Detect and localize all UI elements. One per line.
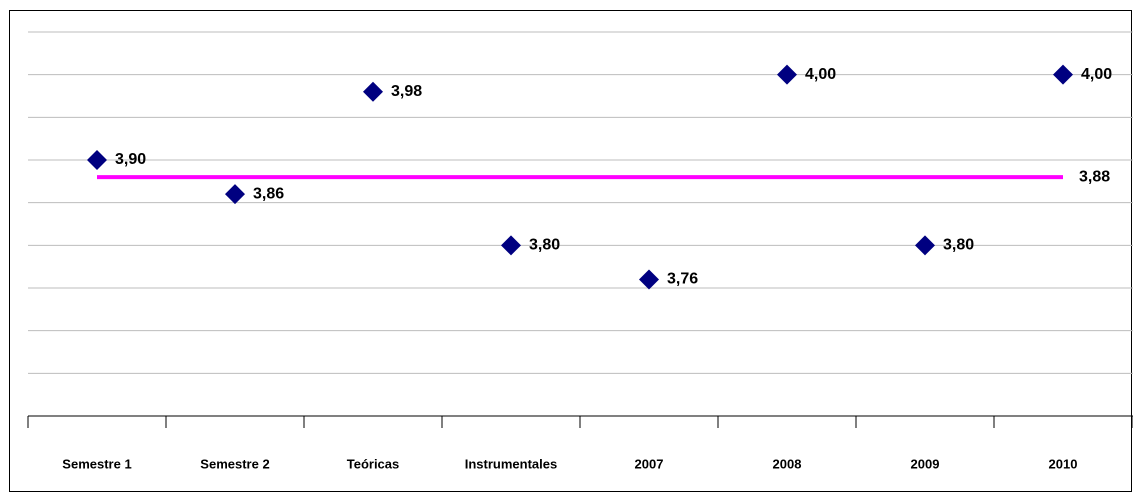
data-label: 3,80	[943, 237, 974, 254]
marker	[363, 81, 383, 102]
x-tick-label: 2007	[635, 456, 664, 471]
x-tick-label: 2010	[1049, 456, 1078, 471]
x-tick-label: Semestre 1	[62, 456, 131, 471]
data-label: 3,98	[391, 83, 422, 100]
x-tick-label: 2008	[773, 456, 802, 471]
x-tick-label: Semestre 2	[200, 456, 269, 471]
x-tick-label: Teóricas	[347, 456, 400, 471]
data-label: 3,80	[529, 237, 560, 254]
chart-border	[9, 10, 1132, 492]
data-label: 3,90	[115, 151, 146, 168]
data-label: 4,00	[1081, 66, 1112, 83]
data-label: 3,86	[253, 185, 284, 202]
marker	[225, 184, 245, 205]
x-tick-label: 2009	[911, 456, 940, 471]
data-label: 4,00	[805, 66, 836, 83]
data-label: 3,76	[667, 271, 698, 288]
reference-label: 3,88	[1079, 168, 1110, 185]
marker	[915, 235, 935, 256]
x-tick-label: Instrumentales	[465, 456, 557, 471]
marker	[777, 64, 797, 85]
marker	[501, 235, 521, 256]
marker	[1053, 64, 1073, 85]
marker	[87, 150, 107, 170]
marker	[639, 269, 659, 290]
